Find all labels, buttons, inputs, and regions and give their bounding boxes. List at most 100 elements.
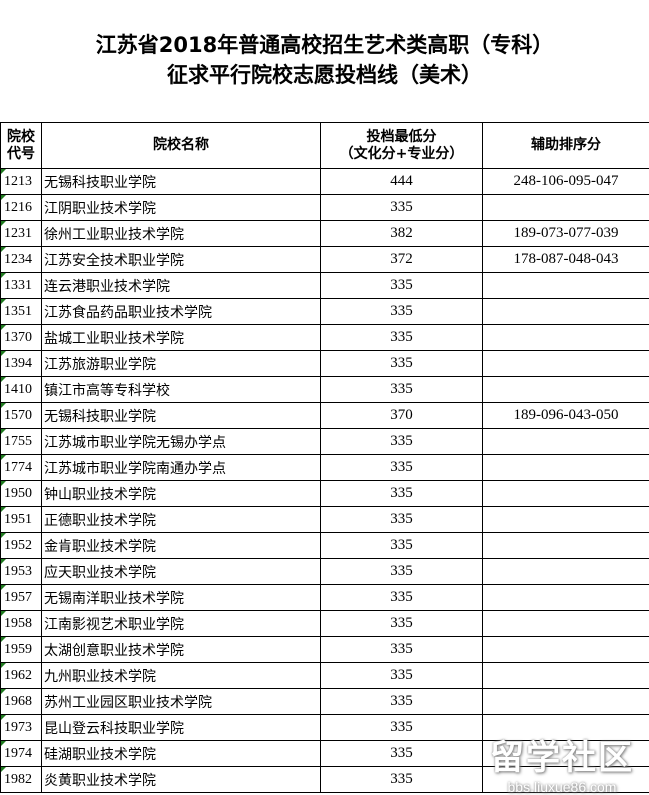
cell-score[interactable]: 335	[321, 351, 483, 377]
cell-code[interactable]: 1213	[1, 169, 42, 195]
cell-name[interactable]: 无锡科技职业学院	[42, 403, 321, 429]
cell-name[interactable]: 江苏旅游职业学院	[42, 351, 321, 377]
cell-code[interactable]: 1952	[1, 533, 42, 559]
cell-aux[interactable]: 189-073-077-039	[483, 221, 649, 247]
cell-score[interactable]: 335	[321, 455, 483, 481]
cell-score[interactable]: 335	[321, 273, 483, 299]
cell-name[interactable]: 江阴职业技术学院	[42, 195, 321, 221]
cell-name[interactable]: 江苏安全技术职业学院	[42, 247, 321, 273]
cell-code[interactable]: 1959	[1, 637, 42, 663]
cell-name[interactable]: 太湖创意职业技术学院	[42, 637, 321, 663]
cell-name[interactable]: 盐城工业职业技术学院	[42, 325, 321, 351]
cell-score[interactable]: 335	[321, 585, 483, 611]
header-aux: 辅助排序分	[483, 123, 649, 169]
cell-score[interactable]: 382	[321, 221, 483, 247]
cell-code[interactable]: 1394	[1, 351, 42, 377]
cell-score[interactable]: 335	[321, 741, 483, 767]
cell-score[interactable]: 335	[321, 559, 483, 585]
cell-score[interactable]: 335	[321, 637, 483, 663]
title-line-2: 征求平行院校志愿投档线（美术）	[0, 60, 649, 90]
cell-name[interactable]: 连云港职业技术学院	[42, 273, 321, 299]
cell-code[interactable]: 1331	[1, 273, 42, 299]
cell-name[interactable]: 昆山登云科技职业学院	[42, 715, 321, 741]
cell-name[interactable]: 徐州工业职业技术学院	[42, 221, 321, 247]
cell-aux[interactable]: 248-106-095-047	[483, 169, 649, 195]
cell-aux[interactable]	[483, 325, 649, 351]
cell-code[interactable]: 1958	[1, 611, 42, 637]
cell-score[interactable]: 335	[321, 429, 483, 455]
cell-aux[interactable]: 189-096-043-050	[483, 403, 649, 429]
cell-aux[interactable]	[483, 559, 649, 585]
cell-aux[interactable]	[483, 195, 649, 221]
cell-aux[interactable]	[483, 377, 649, 403]
cell-name[interactable]: 正德职业技术学院	[42, 507, 321, 533]
cell-code[interactable]: 1410	[1, 377, 42, 403]
cell-aux[interactable]	[483, 299, 649, 325]
cell-score[interactable]: 335	[321, 325, 483, 351]
cell-score[interactable]: 335	[321, 767, 483, 793]
cell-name[interactable]: 苏州工业园区职业技术学院	[42, 689, 321, 715]
cell-score[interactable]: 335	[321, 507, 483, 533]
cell-name[interactable]: 应天职业技术学院	[42, 559, 321, 585]
cell-code[interactable]: 1231	[1, 221, 42, 247]
cell-score[interactable]: 335	[321, 663, 483, 689]
cell-code[interactable]: 1370	[1, 325, 42, 351]
cell-name[interactable]: 硅湖职业技术学院	[42, 741, 321, 767]
cell-code[interactable]: 1973	[1, 715, 42, 741]
cell-name[interactable]: 无锡科技职业学院	[42, 169, 321, 195]
cell-score[interactable]: 335	[321, 481, 483, 507]
cell-score[interactable]: 335	[321, 611, 483, 637]
cell-name[interactable]: 炎黄职业技术学院	[42, 767, 321, 793]
cell-name[interactable]: 钟山职业技术学院	[42, 481, 321, 507]
cell-code[interactable]: 1234	[1, 247, 42, 273]
cell-aux[interactable]: 178-087-048-043	[483, 247, 649, 273]
cell-score[interactable]: 335	[321, 377, 483, 403]
cell-score[interactable]: 335	[321, 715, 483, 741]
cell-aux[interactable]	[483, 585, 649, 611]
cell-name[interactable]: 金肯职业技术学院	[42, 533, 321, 559]
cell-score[interactable]: 335	[321, 195, 483, 221]
cell-name[interactable]: 江苏食品药品职业技术学院	[42, 299, 321, 325]
cell-code[interactable]: 1953	[1, 559, 42, 585]
cell-aux[interactable]	[483, 429, 649, 455]
cell-score[interactable]: 372	[321, 247, 483, 273]
cell-name[interactable]: 江南影视艺术职业学院	[42, 611, 321, 637]
cell-code[interactable]: 1982	[1, 767, 42, 793]
cell-code[interactable]: 1216	[1, 195, 42, 221]
cell-code[interactable]: 1957	[1, 585, 42, 611]
cell-code[interactable]: 1962	[1, 663, 42, 689]
cell-name[interactable]: 江苏城市职业学院无锡办学点	[42, 429, 321, 455]
cell-code[interactable]: 1951	[1, 507, 42, 533]
cell-score[interactable]: 335	[321, 299, 483, 325]
cell-name[interactable]: 江苏城市职业学院南通办学点	[42, 455, 321, 481]
cell-score[interactable]: 335	[321, 689, 483, 715]
cell-name[interactable]: 无锡南洋职业技术学院	[42, 585, 321, 611]
cell-aux[interactable]	[483, 273, 649, 299]
cell-score[interactable]: 370	[321, 403, 483, 429]
cell-aux[interactable]	[483, 507, 649, 533]
cell-code[interactable]: 1774	[1, 455, 42, 481]
cell-score[interactable]: 444	[321, 169, 483, 195]
cell-code[interactable]: 1950	[1, 481, 42, 507]
cell-aux[interactable]	[483, 611, 649, 637]
cell-code[interactable]: 1968	[1, 689, 42, 715]
watermark-logo: 留学社区 bbs.liuxue86.com	[482, 730, 642, 795]
cell-name[interactable]: 九州职业技术学院	[42, 663, 321, 689]
cell-aux[interactable]	[483, 637, 649, 663]
cell-name[interactable]: 镇江市高等专科学校	[42, 377, 321, 403]
cell-aux[interactable]	[483, 663, 649, 689]
cell-code[interactable]: 1755	[1, 429, 42, 455]
cell-aux[interactable]	[483, 351, 649, 377]
cell-code[interactable]: 1351	[1, 299, 42, 325]
cell-aux[interactable]	[483, 533, 649, 559]
cell-aux[interactable]	[483, 689, 649, 715]
cell-aux[interactable]	[483, 481, 649, 507]
cell-score[interactable]: 335	[321, 533, 483, 559]
cell-code[interactable]: 1570	[1, 403, 42, 429]
cell-aux[interactable]	[483, 455, 649, 481]
cell-code[interactable]: 1974	[1, 741, 42, 767]
